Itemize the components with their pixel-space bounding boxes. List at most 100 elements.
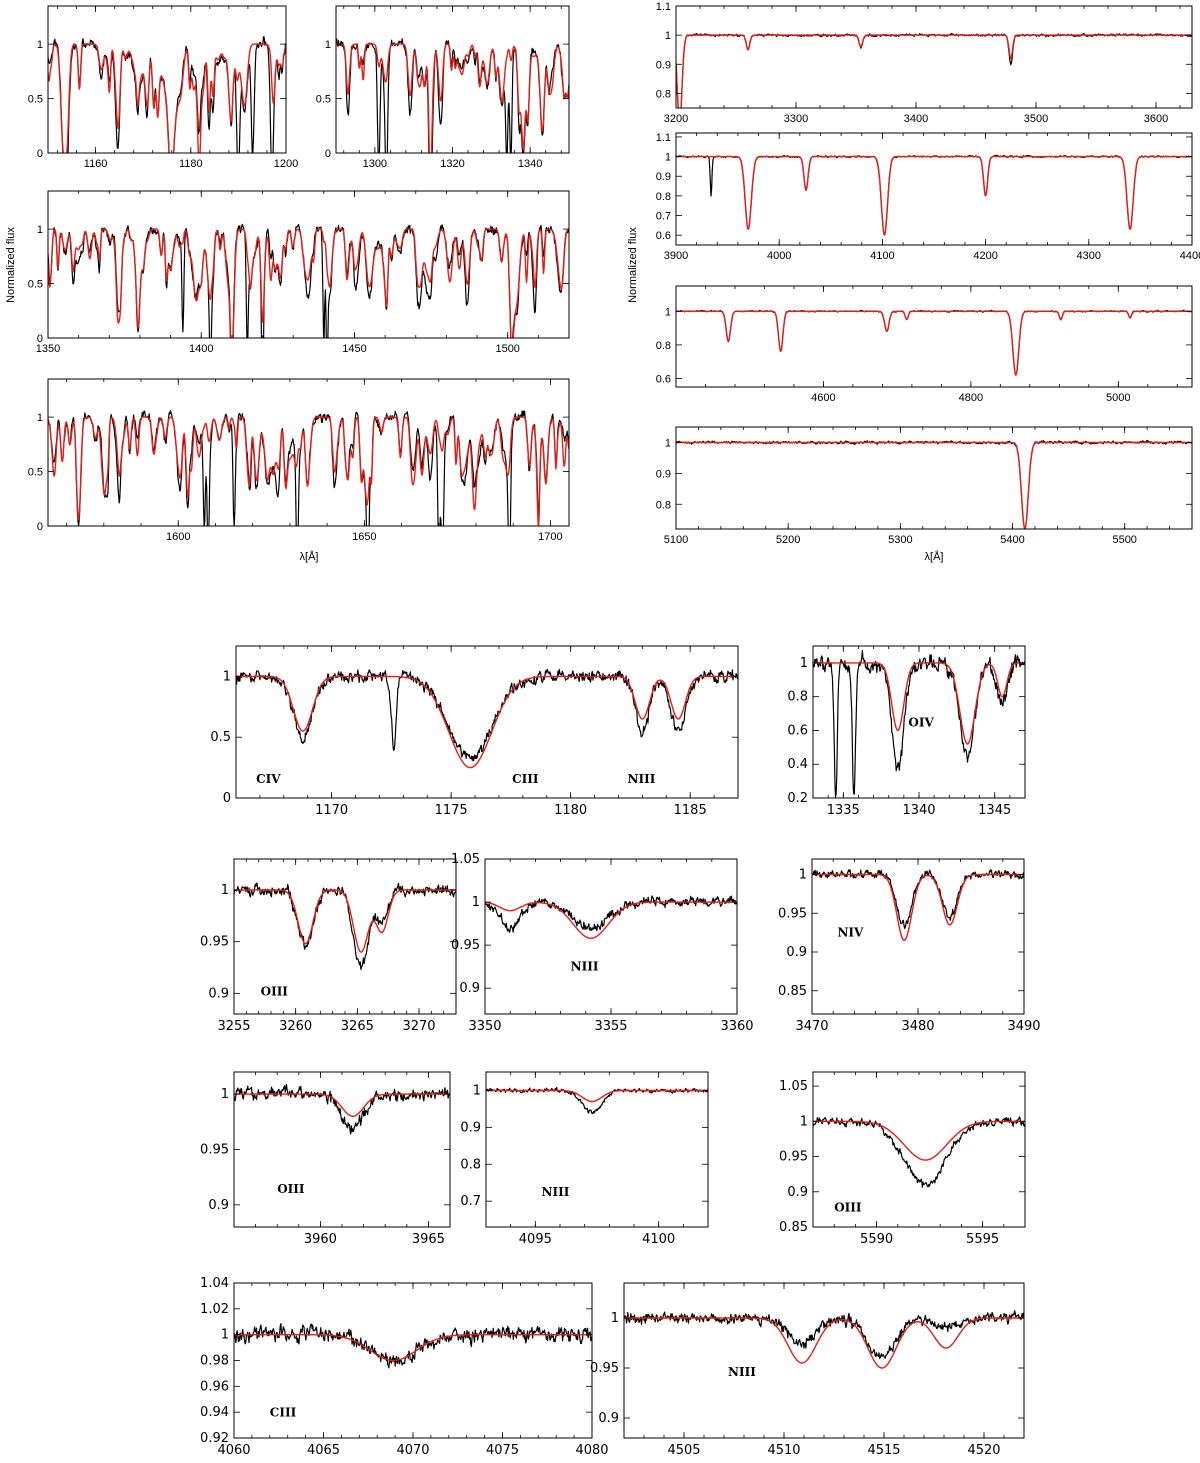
observed-spectrum (48, 223, 569, 338)
y-tick-label: 1 (472, 895, 480, 910)
x-tick-label: 5590 (860, 1232, 893, 1247)
y-tick-label: 1 (325, 39, 331, 51)
x-tick-label: 4080 (575, 1443, 608, 1458)
y-tick-label: 0.4 (787, 757, 808, 772)
y-tick-label: 1 (221, 1328, 229, 1343)
x-tick-label: 4065 (307, 1443, 340, 1458)
ion-label: OIII (834, 1201, 862, 1215)
x-tick-label: 3260 (279, 1019, 312, 1034)
observed-spectrum (485, 895, 737, 933)
y-tick-label: 1.02 (200, 1302, 229, 1317)
x-tick-label: 3400 (904, 113, 928, 125)
x-tick-label: 4070 (396, 1443, 429, 1458)
x-tick-label: 4095 (519, 1232, 552, 1247)
y-tick-label: 0.85 (778, 984, 807, 999)
y-tick-label: 0.5 (28, 94, 43, 106)
ion-label: OIV (908, 716, 934, 730)
y-tick-label: 0.95 (779, 1150, 808, 1165)
y-tick-label: 0.8 (656, 191, 671, 203)
y-tick-label: 0.9 (656, 59, 671, 71)
y-tick-label: 0.95 (778, 906, 807, 921)
y-tick-label: 1 (665, 437, 671, 449)
y-tick-label: 1 (221, 1087, 229, 1102)
y-axis-label: Normalized flux (5, 227, 17, 303)
model-spectrum (234, 1334, 592, 1362)
x-tick-label: 1300 (363, 158, 387, 170)
x-tick-label: 3300 (784, 113, 808, 125)
ion-label: NIII (628, 772, 656, 786)
y-tick-label: 0.9 (208, 986, 229, 1001)
x-tick-label: 1400 (189, 343, 213, 355)
x-tick-label: 3360 (720, 1019, 753, 1034)
x-tick-label: 1335 (827, 803, 860, 818)
x-tick-label: 5100 (664, 534, 688, 546)
y-tick-label: 0.9 (459, 981, 480, 996)
observed-spectrum (234, 1323, 592, 1369)
x-tick-label: 4200 (973, 250, 997, 262)
plot-frame (335, 5, 570, 154)
x-tick-label: 1170 (315, 803, 348, 818)
y-tick-label: 0 (37, 521, 43, 533)
x-tick-label: 4100 (870, 250, 894, 262)
observed-spectrum (676, 439, 1192, 529)
observed-spectrum (813, 1116, 1025, 1188)
y-tick-label: 0.96 (200, 1379, 229, 1394)
x-tick-label: 4515 (867, 1443, 900, 1458)
x-tick-label: 3255 (217, 1019, 250, 1034)
y-tick-label: 0.6 (656, 230, 671, 242)
y-tick-label: 1 (799, 868, 807, 883)
model-spectrum (48, 228, 569, 338)
y-tick-label: 0.95 (451, 938, 480, 953)
x-tick-label: 4800 (959, 392, 983, 404)
y-tick-label: 0.9 (598, 1411, 619, 1426)
y-tick-label: 0.9 (787, 1185, 808, 1200)
x-tick-label: 1350 (36, 343, 60, 355)
model-spectrum (813, 662, 1025, 745)
y-tick-label: 0 (37, 333, 43, 345)
panel-p3: 1350 1400 1450 1500 0 0.5 1 Normalized flux (5, 190, 570, 355)
ion-label: NIII (728, 1365, 756, 1379)
plot-frame (47, 190, 570, 339)
panel-p5: 3200 3300 3400 3500 3600 0.8 0.9 1 1.1 (656, 1, 1193, 125)
plot-frame (47, 5, 287, 154)
y-tick-label: 0.2 (787, 791, 808, 806)
model-spectrum (676, 441, 1192, 529)
y-tick-label: 0.95 (200, 935, 229, 950)
x-tick-label: 1340 (518, 158, 542, 170)
y-tick-label: 1.1 (656, 132, 671, 144)
y-tick-label: 0.95 (590, 1361, 619, 1376)
panel-z8: 5590 5595 0.85 0.9 0.95 1 1.05 OIII (779, 1071, 1026, 1247)
plot-frame (235, 645, 739, 799)
x-tick-label: 5000 (1106, 392, 1130, 404)
ion-label: CIII (270, 1405, 297, 1419)
y-tick-label: 1 (473, 1083, 481, 1098)
ion-label: NIII (571, 960, 599, 974)
y-tick-label: 0.94 (200, 1405, 229, 1420)
ion-label: OIII (277, 1182, 305, 1196)
y-tick-label: 0.5 (28, 467, 43, 479)
x-tick-label: 3965 (412, 1232, 445, 1247)
y-tick-label: 0.9 (656, 468, 671, 480)
x-tick-label: 1450 (342, 343, 366, 355)
ion-label: OIII (261, 984, 289, 998)
y-tick-label: 0.5 (210, 730, 231, 745)
plot-frame (484, 858, 738, 1015)
x-tick-label: 1180 (179, 158, 203, 170)
x-tick-label: 1700 (538, 531, 562, 543)
y-tick-label: 1.04 (200, 1276, 229, 1291)
panel-z4: 3350 3355 3360 0.9 0.95 1 1.05 NIII (451, 852, 754, 1034)
x-tick-label: 5200 (776, 534, 800, 546)
y-tick-label: 0.8 (656, 340, 671, 352)
panel-z9: 4060 4065 4070 4075 4080 0.92 0.94 0.96 0.98 1 1.0… (200, 1276, 609, 1458)
panel-z7: 4095 4100 0.7 0.8 0.9 1 NIII (460, 1071, 709, 1247)
panel-z10: 4505 4510 4515 4520 0.9 0.95 1 NIII (590, 1282, 1025, 1458)
y-tick-label: 0 (37, 148, 43, 160)
model-spectrum (234, 1093, 450, 1117)
y-tick-label: 1 (223, 669, 231, 684)
model-spectrum (813, 1120, 1025, 1161)
x-tick-label: 3355 (594, 1019, 627, 1034)
x-tick-label: 5595 (966, 1232, 999, 1247)
y-tick-label: 1 (665, 30, 671, 42)
ion-label: NIII (542, 1185, 570, 1199)
